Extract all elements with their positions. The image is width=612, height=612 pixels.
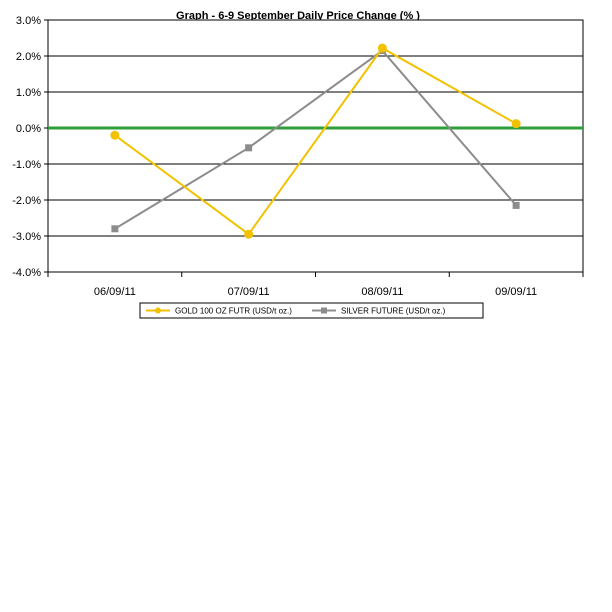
- x-tick-label: 07/09/11: [228, 286, 270, 298]
- legend: GOLD 100 OZ FUTR (USD/t oz.) SILVER FUTUR…: [139, 302, 484, 319]
- chart-title: Graph - 6-9 September Daily Price Change…: [176, 10, 420, 22]
- x-axis: 06/09/11 07/09/11 08/09/11 09/09/11: [47, 272, 584, 298]
- y-tick-label: 0.0%: [16, 123, 41, 135]
- y-tick-label: -3.0%: [12, 231, 41, 243]
- data-point: [511, 119, 521, 129]
- y-tick-label: -4.0%: [12, 267, 41, 279]
- y-tick-label: 1.0%: [16, 87, 41, 99]
- legend-label: SILVER FUTURE (USD/t oz.): [341, 307, 446, 316]
- data-point: [512, 201, 520, 209]
- legend-item: GOLD 100 OZ FUTR (USD/t oz.): [146, 307, 292, 316]
- legend-box: [139, 302, 484, 319]
- data-point: [111, 225, 119, 233]
- y-tick-label: -2.0%: [12, 195, 41, 207]
- series-line: [114, 46, 517, 236]
- data-point: [245, 144, 253, 152]
- x-tick-label: 09/09/11: [495, 286, 537, 298]
- series-layer: [110, 43, 521, 239]
- series: [110, 43, 521, 239]
- x-tick-label: 06/09/11: [94, 286, 136, 298]
- y-tick-label: 2.0%: [16, 51, 41, 63]
- data-point: [377, 43, 387, 53]
- plot-area: [47, 19, 584, 273]
- legend-marker: [155, 307, 161, 314]
- y-axis: 3.0% 2.0% 1.0% 0.0% -1.0% -2.0% -3.0% -4.0%: [12, 15, 48, 279]
- legend-label: GOLD 100 OZ FUTR (USD/t oz.): [175, 307, 292, 316]
- data-point: [244, 229, 254, 239]
- y-tick-label: 3.0%: [16, 15, 41, 27]
- x-tick-label: 08/09/11: [361, 286, 403, 298]
- series-line: [114, 49, 517, 230]
- legend-item: SILVER FUTURE (USD/t oz.): [312, 307, 446, 316]
- data-point: [110, 130, 120, 140]
- y-tick-label: -1.0%: [12, 159, 41, 171]
- legend-marker: [321, 307, 327, 314]
